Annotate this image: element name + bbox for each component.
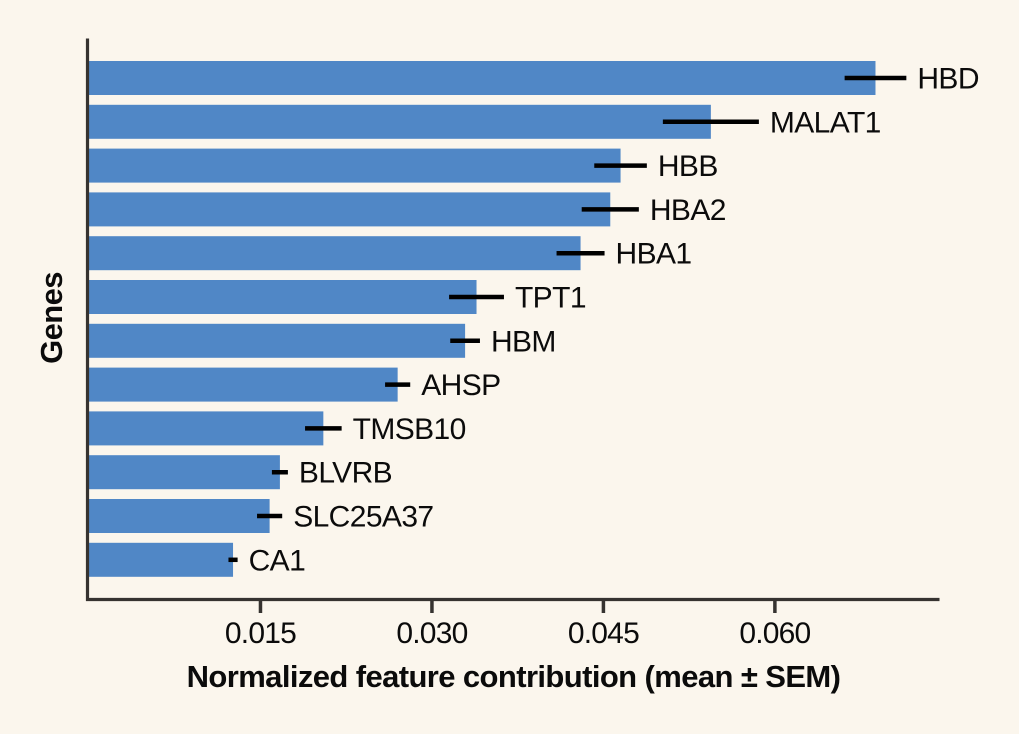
bar-slc25a37 bbox=[89, 499, 270, 533]
bar-ahsp bbox=[89, 367, 398, 402]
bar-malat1 bbox=[89, 104, 711, 139]
bar-hbd bbox=[89, 61, 876, 95]
x-tick-label-0.030: 0.030 bbox=[396, 617, 467, 650]
x-axis-label: Normalized feature contribution (mean ± … bbox=[186, 659, 841, 694]
bar-label-hbb: HBB bbox=[658, 150, 718, 183]
bar-label-hba2: HBA2 bbox=[650, 194, 726, 227]
bar-blvrb bbox=[89, 455, 280, 490]
bar-hbm bbox=[89, 323, 466, 358]
bar-hba1 bbox=[89, 236, 581, 271]
bar-label-ahsp: AHSP bbox=[421, 369, 500, 402]
bar-tpt1 bbox=[89, 280, 477, 314]
bar-label-ca1: CA1 bbox=[249, 544, 306, 577]
bar-ca1 bbox=[89, 542, 234, 577]
x-tick-label-0.015: 0.015 bbox=[225, 617, 296, 650]
bar-hba2 bbox=[89, 192, 611, 227]
bar-label-hbm: HBM bbox=[491, 325, 556, 358]
y-axis-label: Genes bbox=[34, 272, 69, 364]
bar-label-tmsb10: TMSB10 bbox=[353, 413, 466, 446]
x-tick-label-0.045: 0.045 bbox=[568, 617, 639, 650]
bar-tmsb10 bbox=[89, 411, 324, 446]
bar-label-slc25a37: SLC25A37 bbox=[293, 501, 433, 534]
x-tick-label-0.060: 0.060 bbox=[739, 617, 810, 650]
bar-label-hba1: HBA1 bbox=[616, 238, 692, 271]
bar-label-tpt1: TPT1 bbox=[515, 282, 586, 315]
bar-label-malat1: MALAT1 bbox=[770, 106, 881, 139]
bar-label-blvrb: BLVRB bbox=[299, 457, 392, 490]
bar-label-hbd: HBD bbox=[917, 63, 979, 96]
bar-hbb bbox=[89, 148, 621, 183]
